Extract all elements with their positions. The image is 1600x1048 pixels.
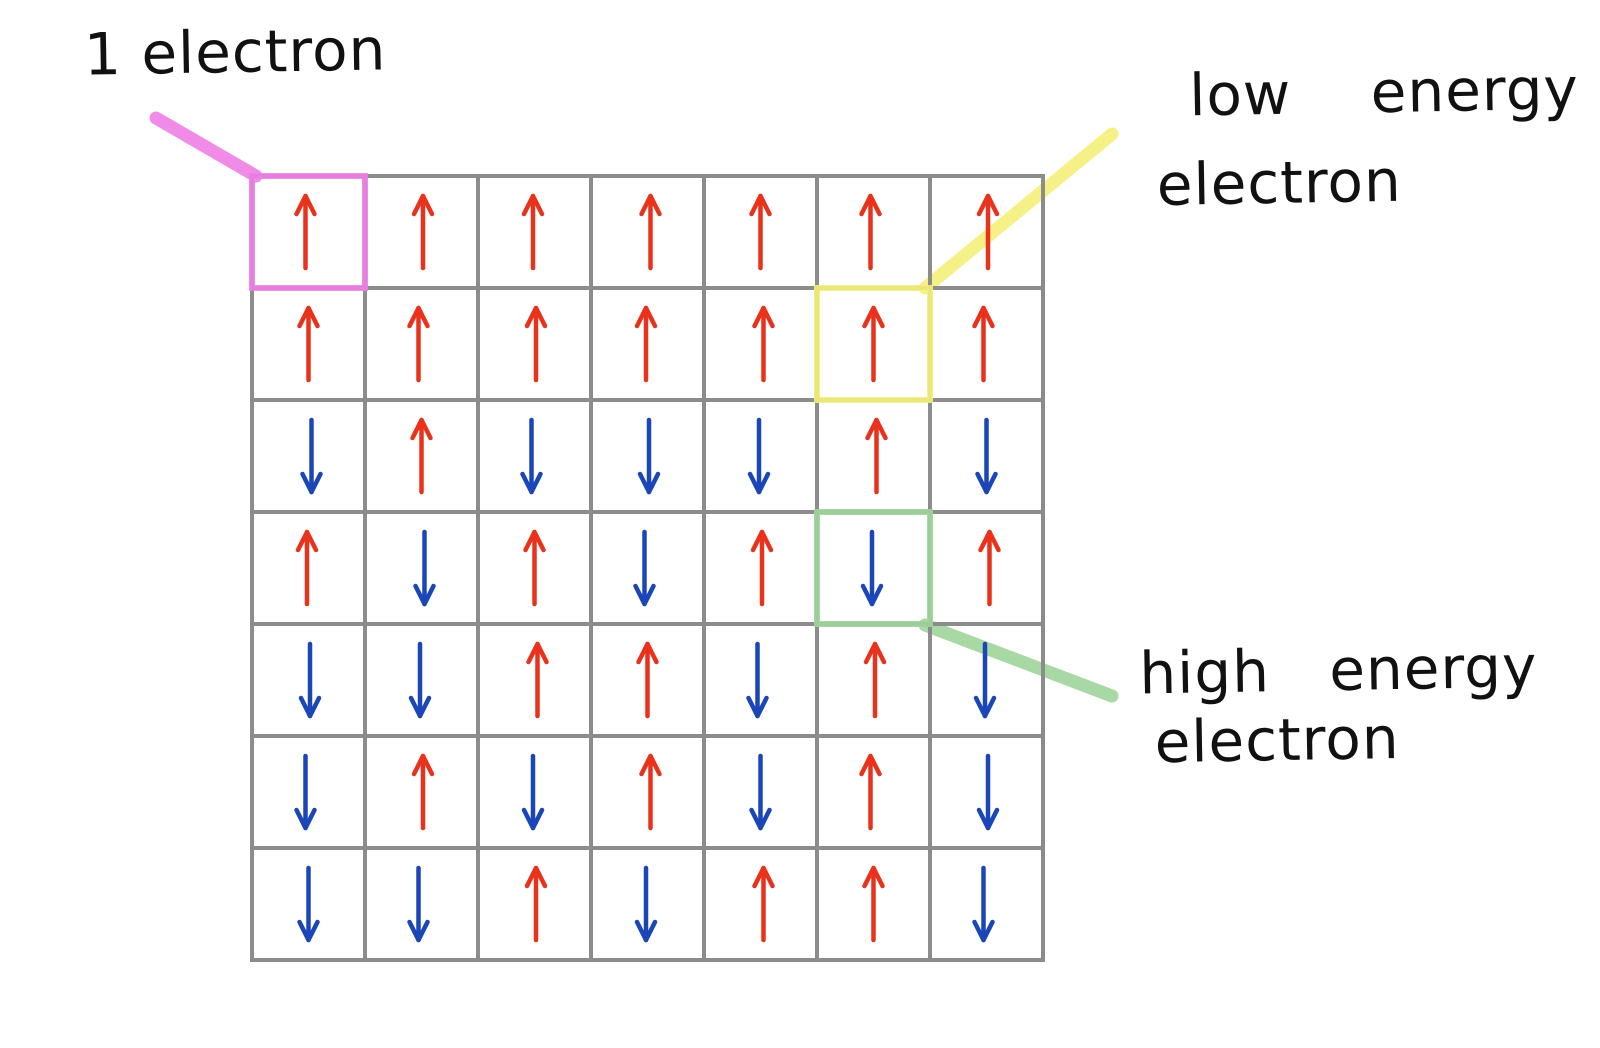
up-arrow-icon [295,529,319,607]
up-arrow-icon [524,305,548,383]
high-energy-leader [918,618,1119,703]
up-arrow-icon [526,641,549,719]
up-arrow-icon [976,193,1000,271]
down-arrow-icon [860,529,884,607]
up-arrow-icon [297,305,320,383]
up-arrow-icon [521,193,545,271]
down-arrow-icon [413,529,436,607]
up-arrow-icon [634,305,658,383]
up-arrow-icon [859,193,882,271]
down-arrow-icon [975,417,998,495]
up-arrow-icon [749,193,772,271]
up-arrow-icon [639,193,662,271]
low-energy-label: low energy electron [1156,54,1581,219]
up-arrow-icon [978,529,1001,607]
low-energy-leader [918,127,1119,295]
up-arrow-icon [294,193,317,271]
up-arrow-icon [750,529,774,607]
down-arrow-icon [976,753,1000,831]
up-arrow-icon [636,641,659,719]
down-arrow-icon [408,641,432,719]
one-electron-leader [149,111,263,183]
down-arrow-icon [298,641,322,719]
one-electron-highlight [249,173,368,291]
down-arrow-icon [972,865,995,943]
down-arrow-icon [294,753,317,831]
up-arrow-icon [410,417,433,495]
down-arrow-icon [300,417,323,495]
down-arrow-icon [749,753,772,831]
one-electron-text: 1 electron [83,15,387,89]
grid-border [250,174,1045,962]
up-arrow-icon [407,305,430,383]
down-arrow-icon [973,641,997,719]
up-arrow-icon [411,193,435,271]
callout-leader-lines [149,111,1119,703]
up-arrow-icon [752,865,775,943]
high-energy-text-line2: electron [1154,703,1401,777]
down-arrow-icon [520,417,543,495]
one-electron-label: 1 electron [83,15,387,89]
up-arrow-icon [862,865,885,943]
up-arrow-icon [752,305,775,383]
up-arrow-icon [972,305,995,383]
highlight-boxes [249,173,933,627]
spin-arrows [294,193,1001,943]
down-arrow-icon [634,865,658,943]
down-arrow-icon [637,417,661,495]
up-arrow-icon [859,753,882,831]
low-energy-highlight [814,285,933,403]
up-arrow-icon [862,305,885,383]
low-energy-text-line1: low energy [1188,54,1580,130]
high-energy-label: high energy electron [1138,632,1539,777]
down-arrow-icon [407,865,430,943]
high-energy-text-line1: high energy [1138,632,1538,708]
low-energy-text-line2: electron [1156,146,1403,219]
up-arrow-icon [523,529,546,607]
high-energy-highlight [814,509,933,627]
up-arrow-icon [524,865,548,943]
down-arrow-icon [521,753,545,831]
up-arrow-icon [865,417,888,495]
down-arrow-icon [747,417,771,495]
down-arrow-icon [746,641,769,719]
down-arrow-icon [297,865,320,943]
down-arrow-icon [633,529,656,607]
up-arrow-icon [639,753,662,831]
up-arrow-icon [863,641,887,719]
up-arrow-icon [411,753,435,831]
